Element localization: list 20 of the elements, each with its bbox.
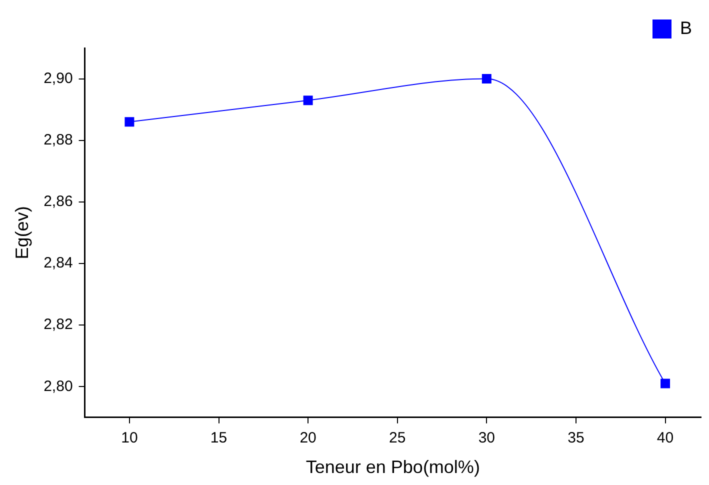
y-tick-label: 2,86: [44, 193, 73, 210]
point: [482, 74, 492, 84]
x-tick-label: 35: [568, 430, 584, 447]
y-tick-label: 2,84: [44, 254, 73, 272]
x-tick-label: 40: [656, 430, 674, 447]
x-tick-label: 30: [478, 430, 496, 447]
x-tick-label: 20: [300, 430, 316, 447]
point: [660, 378, 670, 388]
point: [303, 96, 313, 106]
x-axis-title: Teneur en Pbo(mol%): [306, 457, 480, 478]
y-axis-title: Eg(ev): [12, 206, 32, 260]
y-tick-label: 2,82: [44, 316, 73, 334]
y-tick-label: 2,80: [44, 378, 73, 395]
point: [124, 117, 134, 127]
x-tick-label: 10: [121, 430, 138, 447]
legend-label: B: [680, 18, 692, 38]
y-tick-label: 2,88: [44, 131, 73, 148]
y-tick-label: 2,90: [44, 70, 73, 87]
x-tick-label: 15: [210, 430, 228, 447]
x-tick-label: 25: [389, 430, 406, 447]
